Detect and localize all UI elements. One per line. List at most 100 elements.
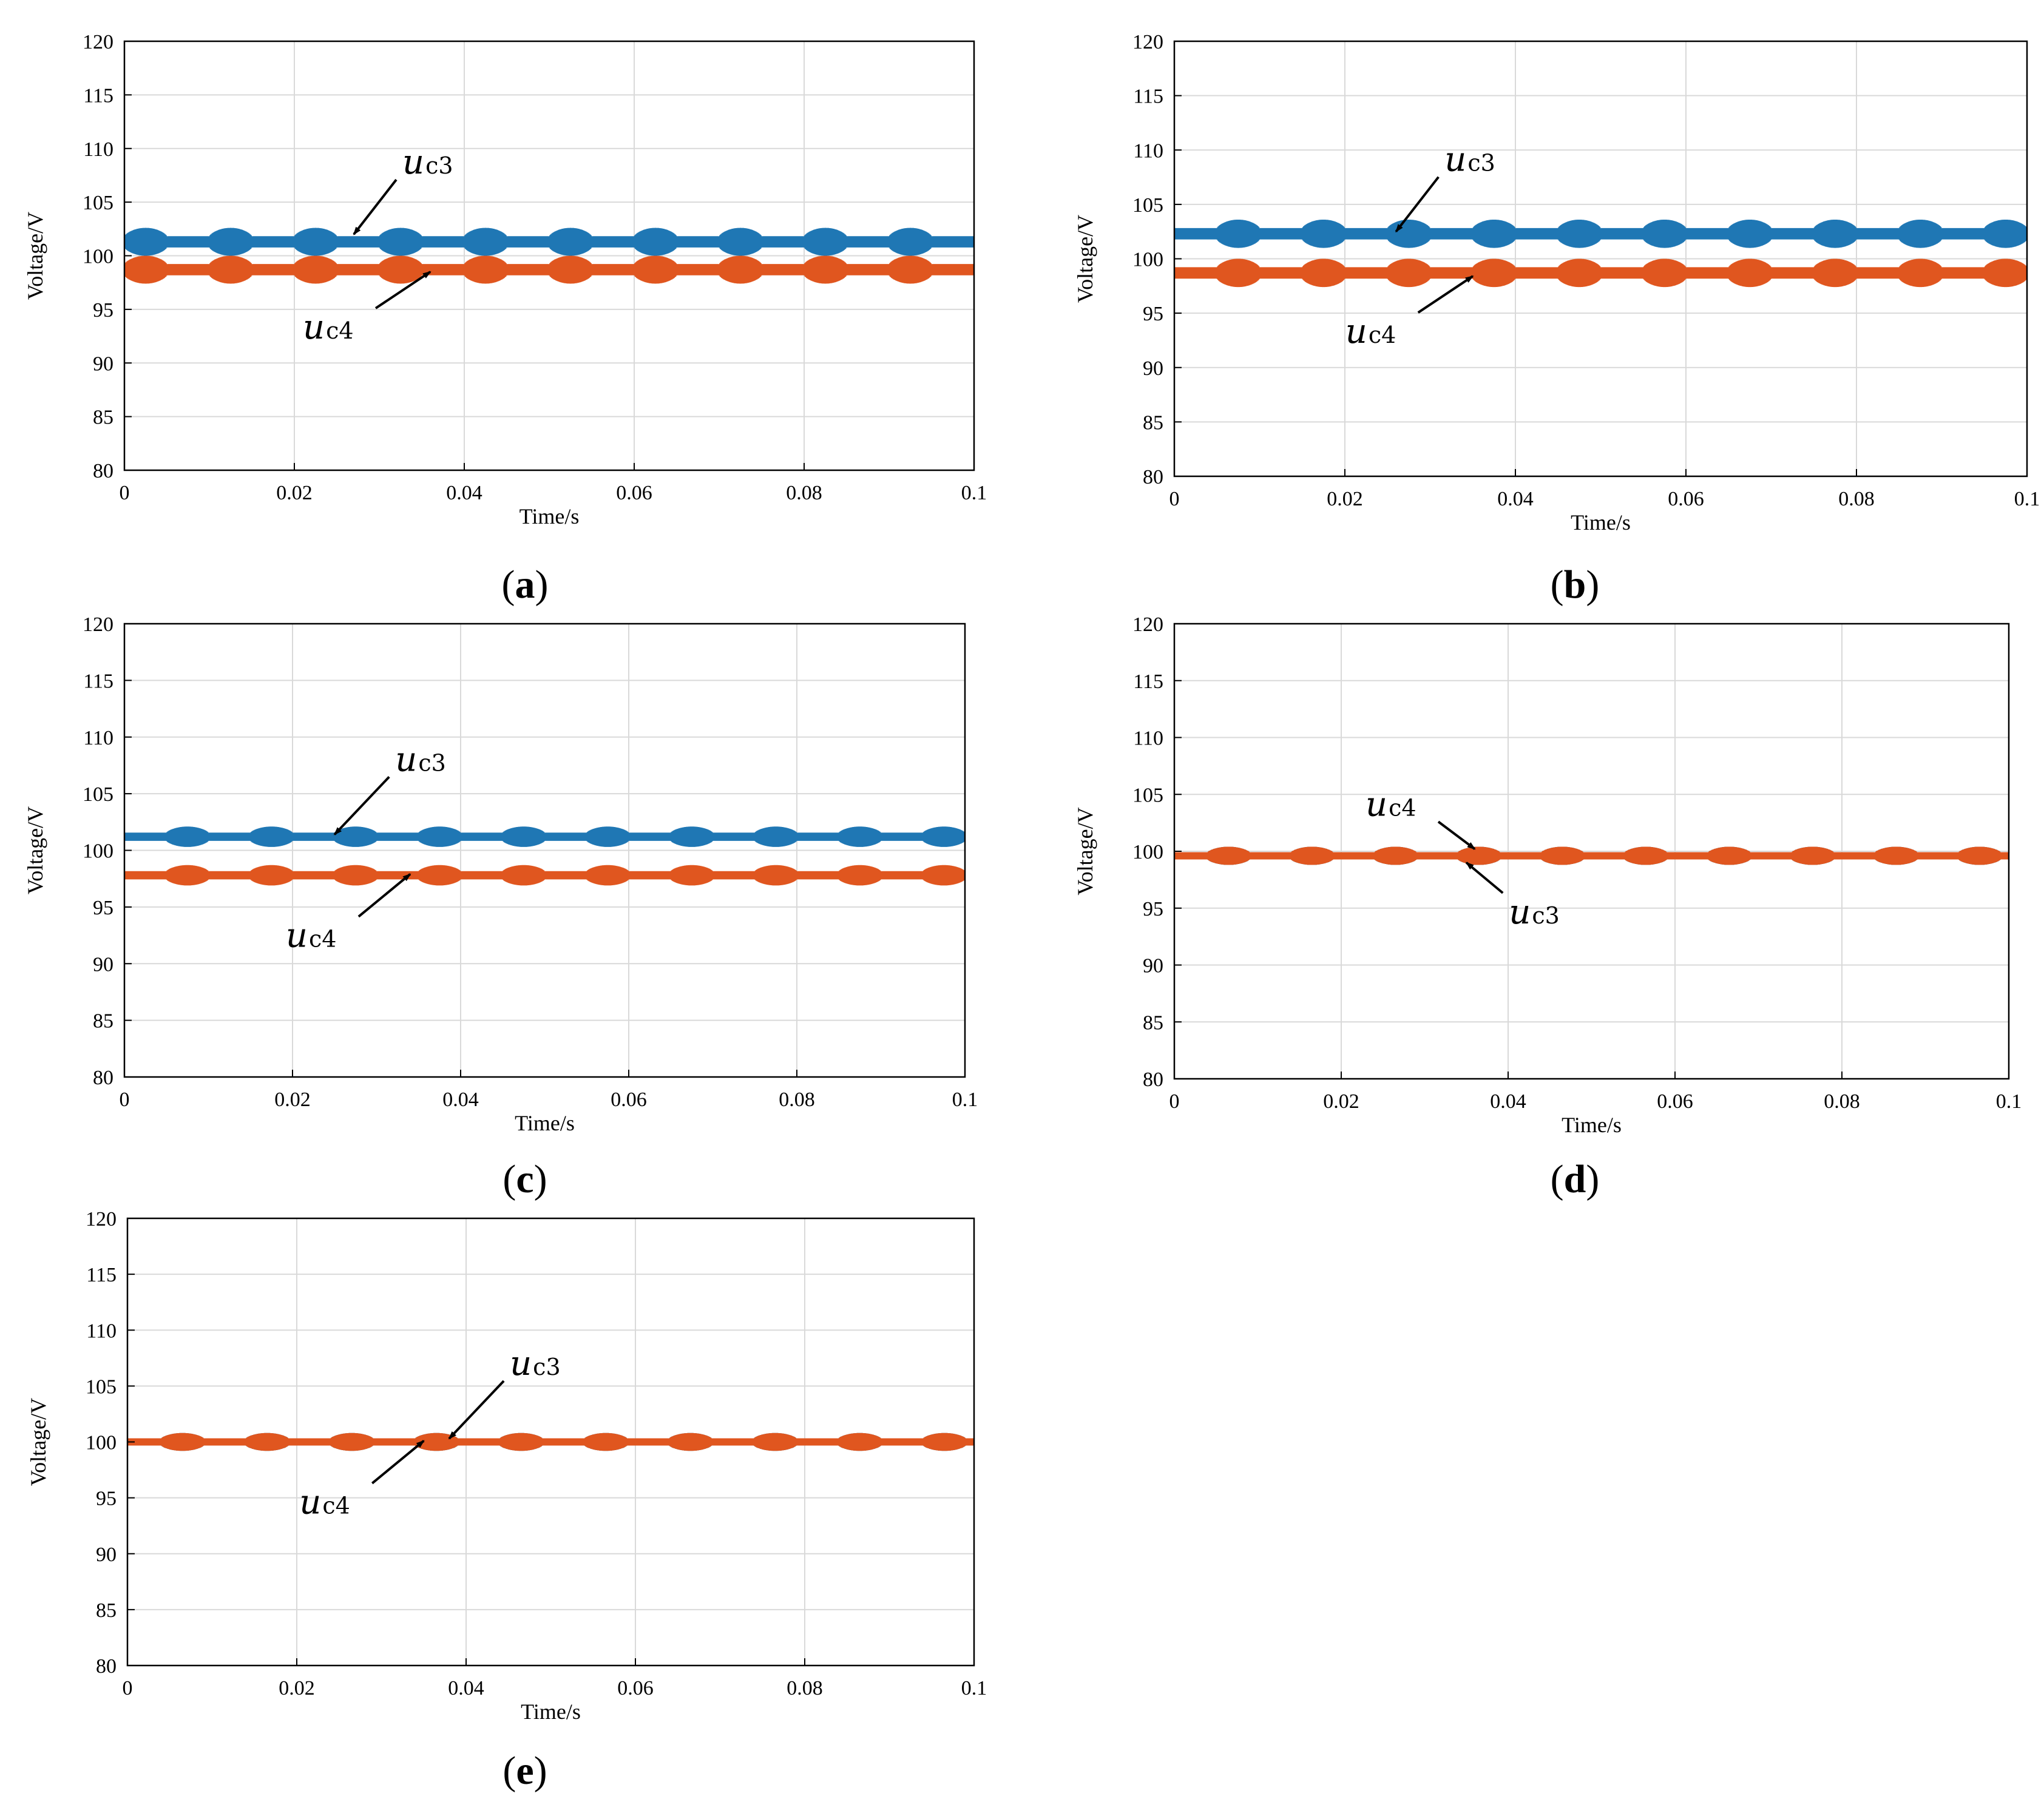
figure: 80 85 90 95 100 105 110 115 120 0 0.02 0.04 0.06 0.08… <box>0 0 2044 1799</box>
y-tick-label: 115 <box>83 84 113 107</box>
y-tick-label: 110 <box>83 727 113 749</box>
y-tick-label: 110 <box>1133 140 1163 162</box>
y-tick-label: 100 <box>83 246 113 268</box>
annotation-base: u <box>299 1483 321 1522</box>
x-tick-label: 0.06 <box>1668 488 1704 510</box>
caption-open: ( <box>1551 1157 1564 1201</box>
x-tick-label: 0.04 <box>1490 1090 1526 1113</box>
caption-open: ( <box>502 562 515 607</box>
annotation-sub: c4 <box>309 926 336 953</box>
y-tick-label: 100 <box>1132 841 1163 863</box>
y-axis-label: Voltage/V <box>23 212 47 300</box>
caption-close: ) <box>534 1749 547 1793</box>
chart-panel-d: 808590951001051101151200 0.02 0.04 0.06 0.08… <box>1073 613 2022 1201</box>
y-axis-label: Voltage/V <box>26 1398 50 1486</box>
y-tick-label: 105 <box>83 192 113 214</box>
x-axis-label: Time/s <box>521 1699 581 1724</box>
annotation-sub: c3 <box>425 152 453 179</box>
x-axis-label: Time/s <box>1562 1113 1622 1137</box>
annotation-base: u <box>402 143 424 182</box>
y-tick-label: 80 <box>93 1067 113 1089</box>
x-tick-label: 0.04 <box>442 1089 479 1111</box>
annotation-sub: c4 <box>1389 794 1416 821</box>
caption-letter: e <box>516 1749 533 1793</box>
annotation-sub: c3 <box>533 1354 560 1380</box>
annotation-base: u <box>1345 312 1367 351</box>
panel-caption: (e) <box>503 1749 547 1793</box>
annotation-base: u <box>1509 893 1531 932</box>
x-tick-label: 0 <box>120 1089 130 1111</box>
y-tick-label: 80 <box>1143 466 1163 488</box>
x-tick-label: 0.1 <box>2014 488 2040 510</box>
y-tick-label: 90 <box>1143 955 1163 977</box>
annotation-base: u <box>510 1344 532 1383</box>
y-tick-label: 105 <box>1132 784 1163 806</box>
y-tick-label: 85 <box>1143 411 1163 434</box>
x-tick-label: 0.06 <box>616 482 652 504</box>
y-tick-label: 105 <box>83 783 113 806</box>
x-tick-label: 0.08 <box>787 1677 823 1699</box>
annotation-sub: c4 <box>322 1493 350 1519</box>
y-tick-label: 105 <box>1132 194 1163 217</box>
x-tick-label: 0.02 <box>1323 1090 1359 1113</box>
x-tick-label: 0.02 <box>276 482 313 504</box>
annotation-sub: c4 <box>326 317 353 344</box>
x-tick-label: 0 <box>1169 488 1180 510</box>
y-tick-label: 100 <box>1132 249 1163 271</box>
y-tick-label: 120 <box>1132 31 1163 53</box>
x-tick-label: 0 <box>1169 1090 1180 1113</box>
x-tick-label: 0 <box>120 482 130 504</box>
caption-close: ) <box>1586 562 1599 607</box>
x-tick-label: 0.02 <box>1327 488 1363 510</box>
y-tick-label: 90 <box>1143 357 1163 380</box>
y-tick-label: 85 <box>96 1599 117 1622</box>
x-axis-label: Time/s <box>1571 510 1631 535</box>
y-tick-label: 120 <box>83 613 113 636</box>
caption-open: ( <box>503 1749 516 1793</box>
y-tick-label: 120 <box>1132 613 1163 636</box>
x-tick-label: 0.02 <box>274 1089 311 1111</box>
y-tick-label: 85 <box>93 407 113 429</box>
x-axis-label: Time/s <box>515 1111 575 1135</box>
annotation-sub: c3 <box>1467 150 1495 177</box>
x-tick-label: 0.04 <box>446 482 482 504</box>
caption-letter: a <box>515 562 535 607</box>
y-tick-label: 90 <box>93 953 113 976</box>
caption-letter: c <box>516 1157 533 1201</box>
caption-open: ( <box>503 1157 516 1201</box>
x-tick-label: 0.1 <box>952 1089 978 1111</box>
panel-caption: (a) <box>502 562 549 607</box>
caption-open: ( <box>1551 562 1564 607</box>
annotation-sub: c4 <box>1369 322 1396 348</box>
panel-caption: (d) <box>1551 1157 1600 1201</box>
y-tick-label: 115 <box>86 1264 117 1286</box>
x-tick-label: 0.08 <box>779 1089 815 1111</box>
y-axis-label: Voltage/V <box>23 806 47 894</box>
caption-close: ) <box>1586 1157 1599 1201</box>
annotation-base: u <box>395 740 417 779</box>
y-tick-label: 110 <box>1133 727 1163 750</box>
x-tick-label: 0.06 <box>611 1089 647 1111</box>
x-tick-label: 0.1 <box>1996 1090 2022 1113</box>
caption-letter: d <box>1564 1157 1586 1201</box>
y-tick-label: 95 <box>93 299 113 322</box>
y-tick-label: 110 <box>83 138 113 161</box>
y-tick-label: 90 <box>93 353 113 375</box>
x-tick-label: 0.06 <box>1657 1090 1693 1113</box>
x-axis-label: Time/s <box>519 504 580 528</box>
chart-panel-e: 80 85 90 95 100 105 110 115 120 0 0.02 0.04 0.06 0.08… <box>26 1208 987 1793</box>
annotation-sub: c3 <box>1532 902 1559 929</box>
caption-close: ) <box>534 1157 547 1201</box>
x-tick-label: 0.08 <box>786 482 822 504</box>
chart-panel-b: 80 85 90 95 100 105 110 115 120 0 0.02 0.04 0.06 0.08… <box>1073 31 2040 607</box>
y-axis-label: Voltage/V <box>1073 215 1097 303</box>
caption-close: ) <box>535 562 549 607</box>
annotation-base: u <box>1444 140 1466 180</box>
x-tick-label: 0 <box>123 1677 133 1699</box>
x-tick-label: 0.1 <box>961 482 987 504</box>
y-tick-label: 115 <box>1133 86 1163 108</box>
x-tick-label: 0.1 <box>961 1677 987 1699</box>
y-tick-label: 95 <box>93 897 113 919</box>
y-tick-label: 120 <box>86 1208 117 1230</box>
y-tick-label: 90 <box>96 1544 117 1566</box>
